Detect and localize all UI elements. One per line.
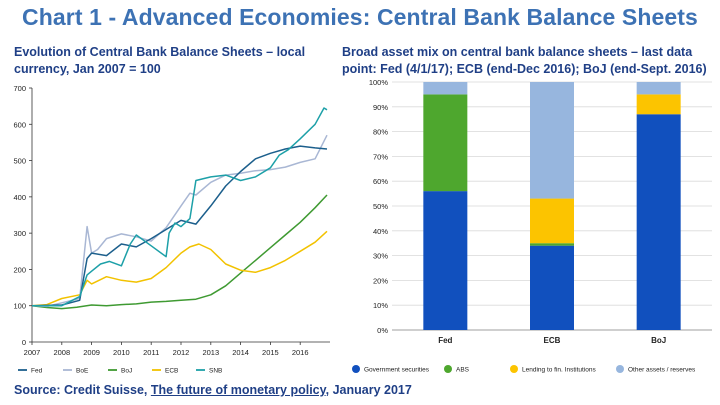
x-tick-label: 2008	[53, 348, 70, 357]
x-tick-label: 2011	[143, 348, 159, 357]
y-tick-label: 0%	[377, 326, 388, 335]
y-tick-label: 40%	[373, 227, 388, 236]
bar-chart-title: Broad asset mix on central bank balance …	[342, 45, 707, 76]
line-chart-title: Evolution of Central Bank Balance Sheets…	[14, 45, 306, 76]
bar-segment-ecb-abs	[530, 243, 574, 246]
y-tick-label: 100%	[369, 78, 389, 87]
bar-segment-ecb-government-securities	[530, 245, 574, 330]
y-tick-label: 600	[13, 120, 26, 129]
source-link[interactable]: The future of monetary policy	[150, 383, 326, 397]
series-line-boe	[31, 134, 328, 308]
source-prefix: Source: Credit Suisse,	[14, 383, 151, 397]
x-tick-label: 2007	[24, 348, 41, 357]
bar-segment-boj-lending-to-fin-institutions	[636, 94, 681, 115]
x-tick-label: 2016	[292, 348, 309, 357]
y-tick-label: 0	[22, 338, 26, 347]
y-tick-label: 80%	[373, 128, 388, 137]
y-tick-label: 50%	[373, 202, 388, 211]
legend-swatch-lending-to-fin-institutions	[510, 365, 518, 373]
x-tick-label: 2012	[173, 348, 190, 357]
bar-segment-fed-abs	[423, 94, 468, 192]
category-label-boj: BoJ	[651, 336, 666, 345]
bar-segment-boj-government-securities	[636, 114, 681, 331]
y-tick-label: 70%	[373, 152, 388, 161]
y-tick-label: 100	[13, 302, 26, 311]
legend-label-fed: Fed	[31, 368, 43, 375]
stacked-bar-chart: 0% 10% 20% 30% 40% 50% 60% 70% 80% 90% 100% Fed ECB B…	[352, 78, 712, 374]
source-note: Source: Credit Suisse, The future of mon…	[14, 383, 412, 397]
y-tick-label: 10%	[373, 301, 388, 310]
x-tick-label: 2009	[83, 348, 100, 357]
y-tick-label: 20%	[373, 276, 388, 285]
y-tick-label: 90%	[373, 103, 388, 112]
x-tick-label: 2013	[202, 348, 219, 357]
legend-swatch-other-assets-reserves	[616, 365, 624, 373]
x-tick-label: 2010	[113, 348, 130, 357]
y-tick-label: 500	[13, 157, 26, 166]
legend-label-abs: ABS	[456, 367, 470, 374]
legend-swatch-government-securities	[352, 365, 360, 373]
legend-label-boe: BoE	[76, 368, 89, 375]
source-suffix: , January 2017	[325, 383, 412, 397]
bar-segment-ecb-other-assets-reserves	[530, 82, 574, 199]
bar-segment-boj-other-assets-reserves	[636, 82, 681, 95]
series-line-boj	[31, 194, 328, 310]
legend-label-other-assets-reserves: Other assets / reserves	[628, 367, 696, 374]
y-tick-label: 300	[13, 229, 26, 238]
y-tick-label: 700	[13, 84, 26, 93]
y-tick-label: 400	[13, 193, 26, 202]
bar-segment-fed-other-assets-reserves	[423, 82, 468, 95]
legend-label-government-securities: Government securities	[364, 367, 430, 374]
category-label-ecb: ECB	[544, 336, 561, 345]
y-tick-label: 60%	[373, 177, 388, 186]
legend-label-ecb: ECB	[165, 368, 178, 375]
legend-label-snb: SNB	[209, 368, 222, 375]
page-title: Chart 1 - Advanced Economies: Central Ba…	[22, 4, 698, 30]
legend-label-lending-to-fin-institutions: Lending to fin. Institutions	[522, 367, 596, 374]
x-tick-label: 2014	[232, 348, 249, 357]
category-label-fed: Fed	[438, 336, 452, 345]
line-chart: 0 100 200 300 400 500 600 700 2007 2008 2009 2010 20…	[13, 84, 330, 375]
series-line-snb	[32, 107, 328, 307]
bar-segment-ecb-lending-to-fin-institutions	[530, 198, 574, 244]
y-tick-label: 200	[13, 265, 26, 274]
bar-segment-fed-government-securities	[423, 191, 468, 330]
x-tick-label: 2015	[262, 348, 279, 357]
legend-swatch-abs	[444, 365, 452, 373]
y-tick-label: 30%	[373, 252, 388, 261]
series-line-fed	[31, 145, 328, 307]
legend-label-boj: BoJ	[121, 368, 132, 375]
series-line-ecb	[31, 230, 328, 307]
